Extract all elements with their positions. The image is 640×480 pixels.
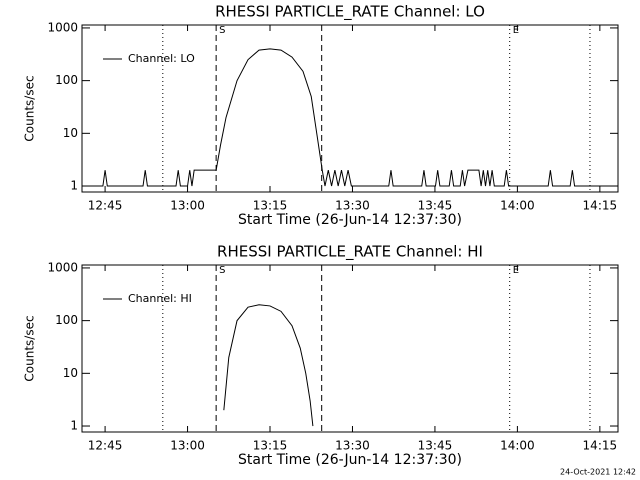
annotation: E bbox=[513, 265, 519, 276]
x-tick-label: 13:30 bbox=[335, 439, 370, 453]
x-tick-label: 12:45 bbox=[88, 199, 123, 213]
y-axis-label: Counts/sec bbox=[23, 75, 37, 141]
x-tick-label: 13:30 bbox=[335, 199, 370, 213]
x-tick-label: 13:15 bbox=[253, 199, 288, 213]
y-tick-label: 1000 bbox=[47, 260, 78, 274]
annotation: S bbox=[219, 265, 225, 276]
legend-label: Channel: LO bbox=[128, 52, 195, 65]
plot-frame bbox=[81, 24, 619, 193]
footer: 24-Oct-2021 12:42 bbox=[560, 468, 636, 477]
annotation: S bbox=[219, 25, 225, 36]
data-line bbox=[82, 48, 618, 187]
x-tick-label: 13:45 bbox=[418, 199, 453, 213]
x-tick-label: 14:15 bbox=[583, 199, 618, 213]
y-tick-label: 10 bbox=[63, 126, 78, 140]
chart-title: RHESSI PARTICLE_RATE Channel: LO bbox=[215, 3, 485, 22]
x-tick-label: 13:00 bbox=[170, 439, 205, 453]
x-tick-label: 14:15 bbox=[583, 439, 618, 453]
x-axis-label: Start Time (26-Jun-14 12:37:30) bbox=[238, 212, 462, 228]
y-axis-label: Counts/sec bbox=[23, 315, 37, 381]
x-tick-label: 13:15 bbox=[253, 439, 288, 453]
x-tick-label: 13:00 bbox=[170, 199, 205, 213]
y-tick-label: 1 bbox=[70, 419, 78, 433]
chart-title: RHESSI PARTICLE_RATE Channel: HI bbox=[217, 243, 483, 262]
x-tick-label: 13:45 bbox=[418, 439, 453, 453]
plot-frame bbox=[81, 264, 619, 433]
data-line bbox=[223, 304, 314, 427]
x-tick-label: 14:00 bbox=[500, 439, 535, 453]
y-tick-label: 1000 bbox=[47, 20, 78, 34]
annotation: E bbox=[513, 25, 519, 36]
y-tick-label: 100 bbox=[55, 73, 78, 87]
x-tick-label: 14:00 bbox=[500, 199, 535, 213]
y-tick-label: 10 bbox=[63, 366, 78, 380]
legend-label: Channel: HI bbox=[128, 292, 192, 305]
y-tick-label: 100 bbox=[55, 313, 78, 327]
x-tick-label: 12:45 bbox=[88, 439, 123, 453]
x-axis-label: Start Time (26-Jun-14 12:37:30) bbox=[238, 452, 462, 468]
y-tick-label: 1 bbox=[70, 179, 78, 193]
